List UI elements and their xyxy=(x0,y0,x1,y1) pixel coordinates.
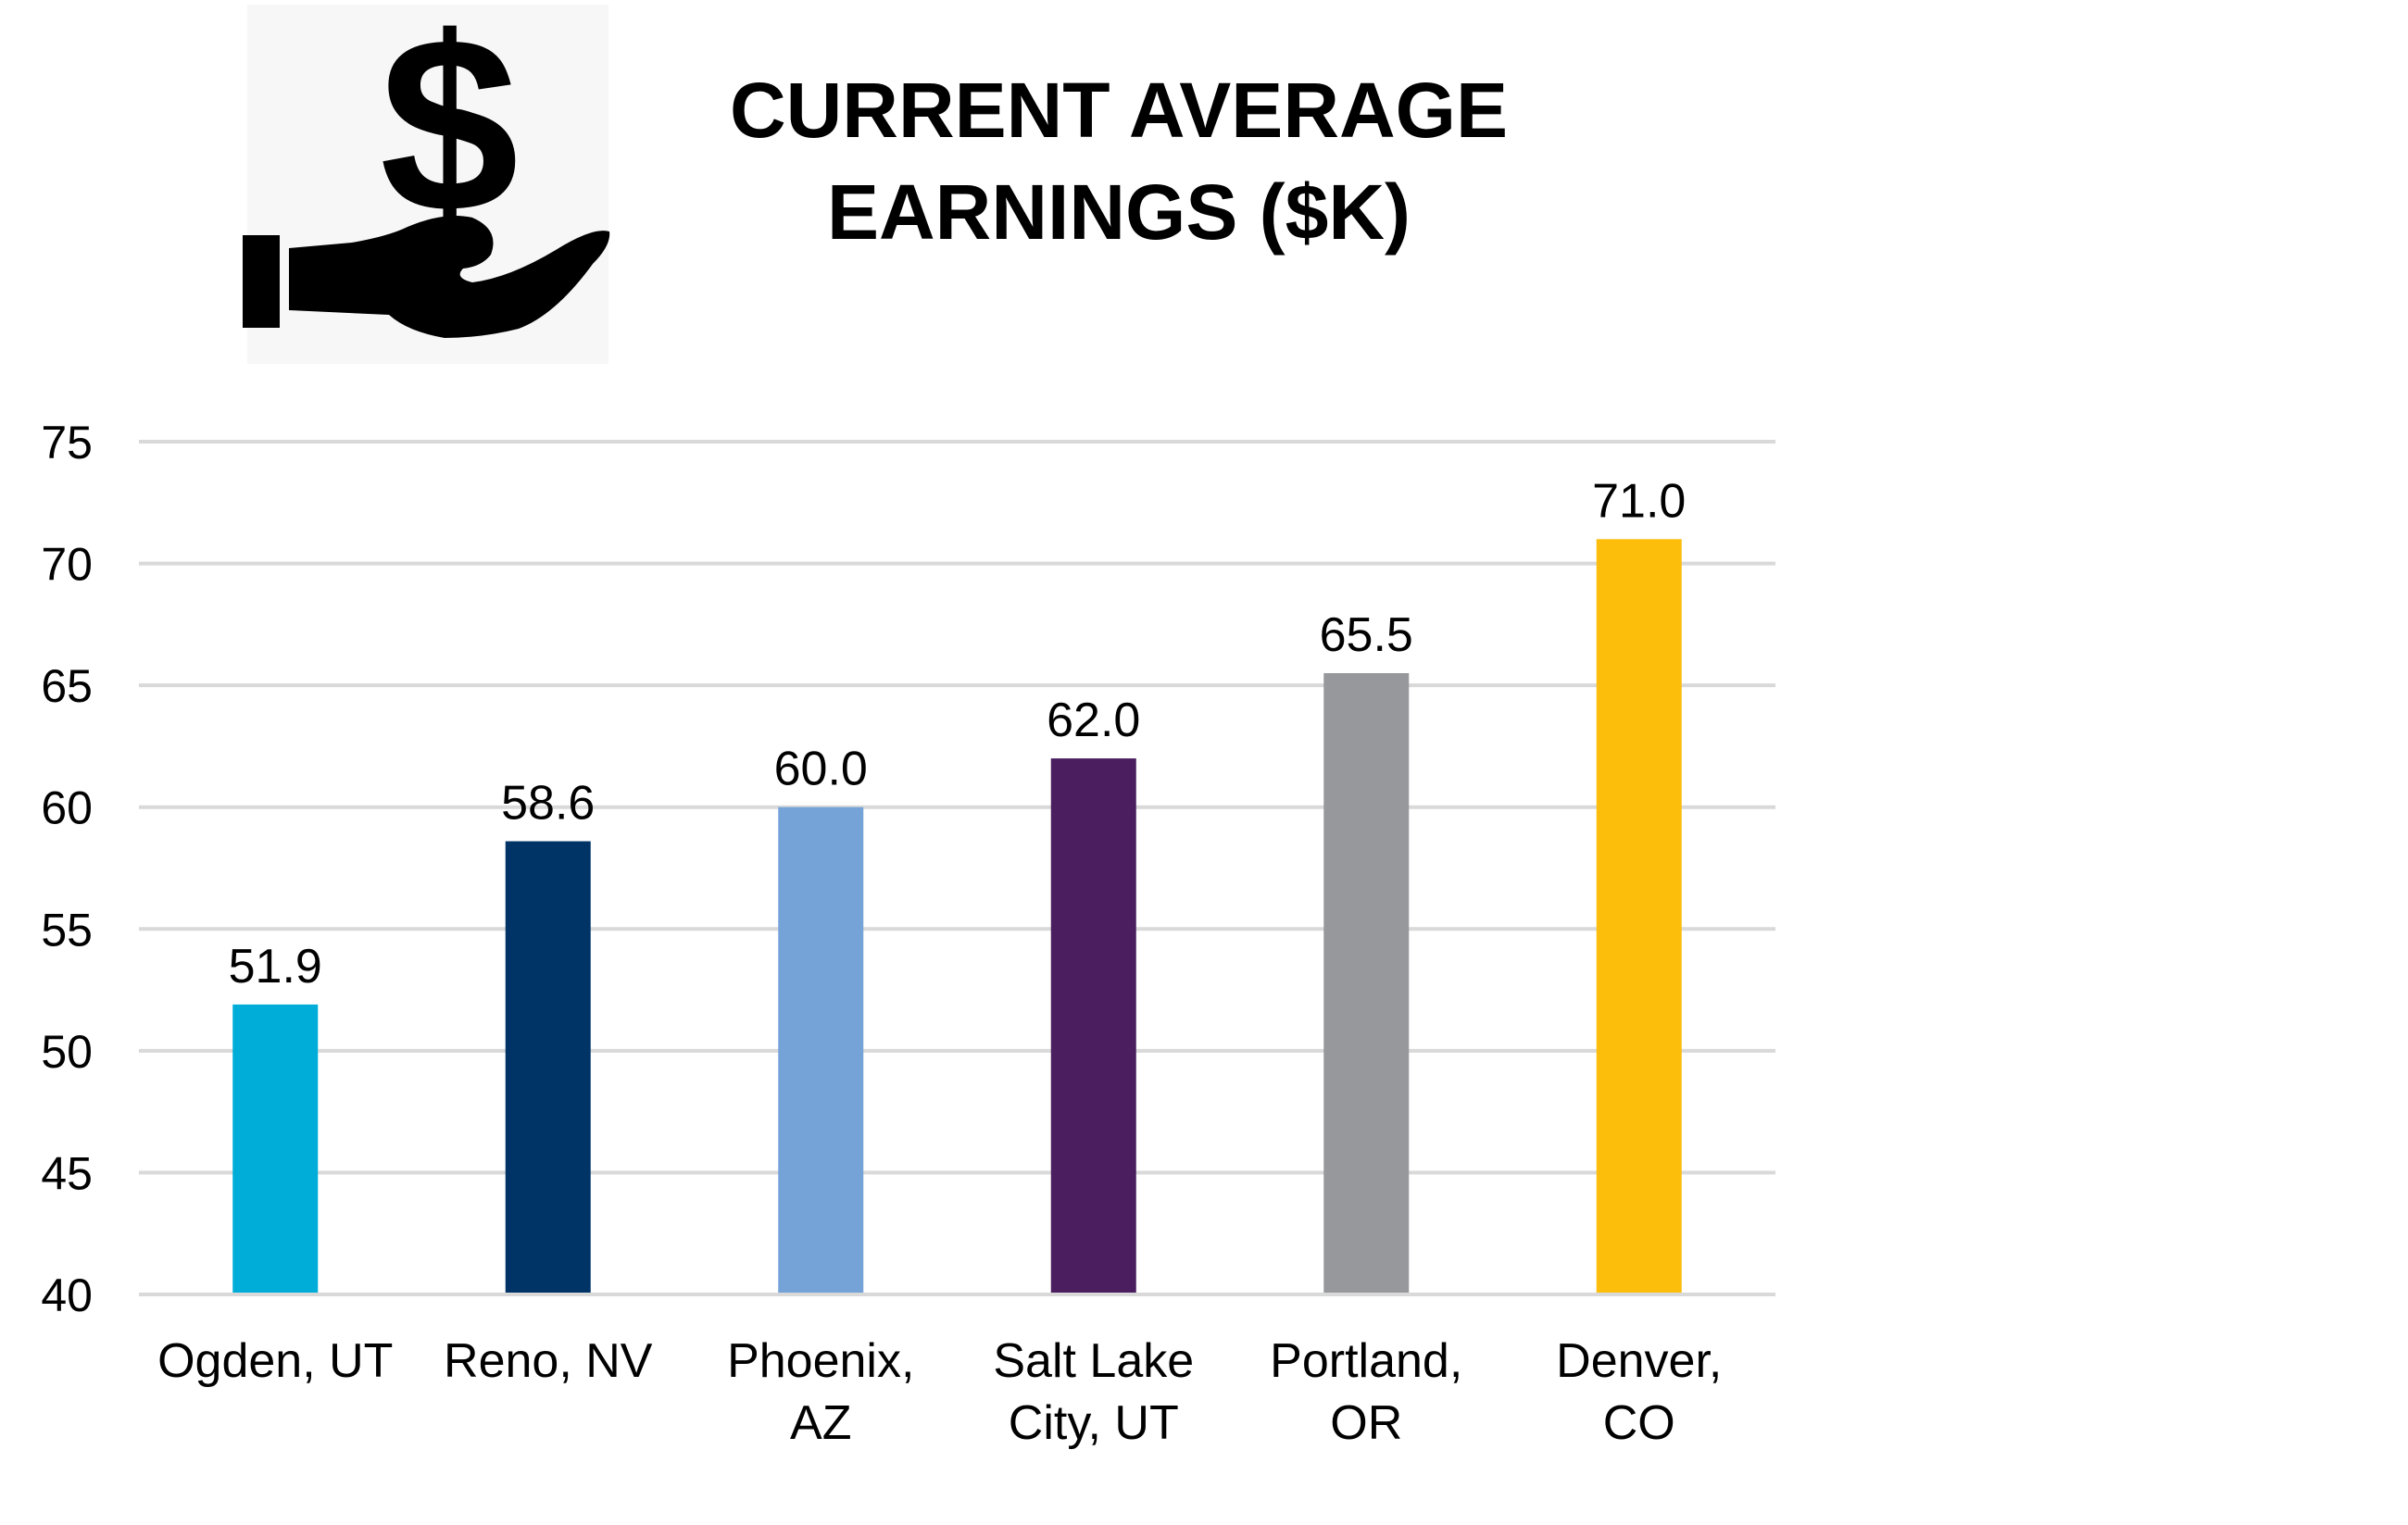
bar xyxy=(1596,539,1682,1293)
data-label: 51.9 xyxy=(229,940,322,994)
data-label: 62.0 xyxy=(1047,694,1140,747)
x-tick-label: AZ xyxy=(790,1396,851,1450)
data-label: 58.6 xyxy=(501,777,595,831)
x-tick-label: Phoenix, xyxy=(727,1334,914,1388)
bars: 51.9 58.6 60.0 62.0 65.5 71.0 xyxy=(229,474,1686,1293)
bar xyxy=(505,841,591,1293)
data-label: 65.5 xyxy=(1320,608,1413,662)
x-tick-label: City, UT xyxy=(1009,1396,1179,1450)
gridlines xyxy=(139,440,1775,1296)
bar xyxy=(232,1004,319,1293)
x-tick-label: CO xyxy=(1603,1396,1675,1450)
y-tick-label: 75 xyxy=(41,417,93,469)
chart-title: CURRENT AVERAGE EARNINGS ($K) xyxy=(730,67,1508,256)
y-axis: 40 45 50 55 60 65 70 75 xyxy=(41,417,93,1321)
x-tick-label: Reno, NV xyxy=(444,1334,653,1388)
x-tick-label: Salt Lake xyxy=(993,1334,1194,1388)
y-tick-label: 45 xyxy=(41,1147,93,1199)
bar xyxy=(1050,758,1136,1293)
x-axis: Ogden, UT Reno, NV Phoenix, AZ Salt Lake City… xyxy=(157,1334,1722,1450)
bar xyxy=(778,806,864,1293)
data-label: 71.0 xyxy=(1592,474,1686,528)
x-tick-label: Portland, xyxy=(1270,1334,1462,1388)
bar xyxy=(1323,672,1410,1293)
y-tick-label: 65 xyxy=(41,660,93,712)
x-tick-label: OR xyxy=(1330,1396,1402,1450)
data-label: 60.0 xyxy=(774,743,868,796)
y-tick-label: 55 xyxy=(41,904,93,956)
title-line-2: EARNINGS ($K) xyxy=(827,169,1411,256)
y-tick-label: 60 xyxy=(41,782,93,834)
y-tick-label: 40 xyxy=(41,1269,93,1321)
x-tick-label: Ogden, UT xyxy=(157,1334,393,1388)
y-tick-label: 50 xyxy=(41,1026,93,1078)
x-tick-label: Denver, xyxy=(1556,1334,1722,1388)
y-tick-label: 70 xyxy=(41,539,93,591)
title-line-1: CURRENT AVERAGE xyxy=(730,67,1508,154)
dollar-hand-icon: $ xyxy=(243,0,610,364)
